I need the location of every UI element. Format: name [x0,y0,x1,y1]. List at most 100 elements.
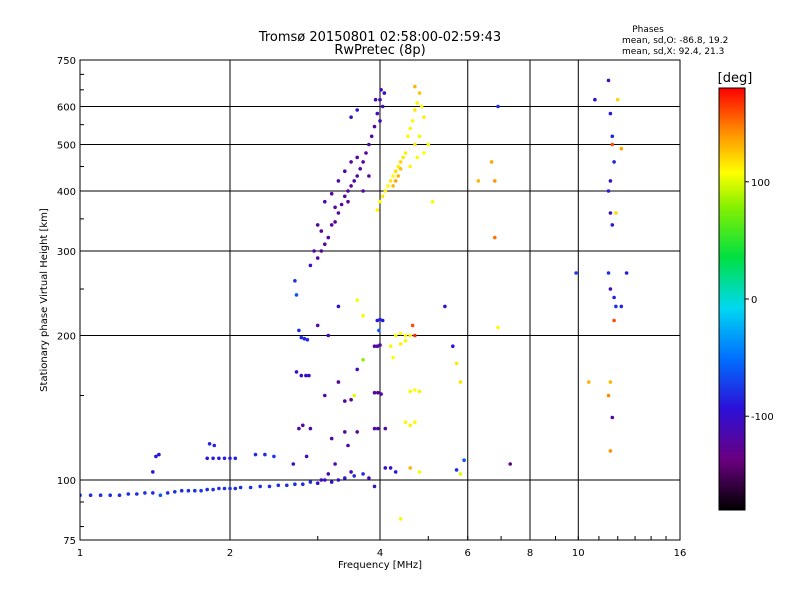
data-point [378,119,382,123]
colorbar-label: [deg] [718,71,753,86]
data-point [349,470,353,474]
data-point [413,84,417,89]
data-point [193,488,197,493]
data-point [614,304,618,309]
data-point [417,91,422,95]
chart-title: Tromsø 20150801 02:58:00-02:59:43 [258,30,501,45]
data-point [373,97,378,102]
data-point [393,169,398,173]
data-point [319,249,324,253]
data-point [454,468,459,472]
data-point [326,235,331,240]
data-point [267,484,272,489]
data-point [388,466,393,470]
data-point [413,388,417,392]
data-point [378,199,382,204]
data-point [355,108,360,112]
data-point [361,160,365,164]
data-point [393,470,398,474]
data-point [263,452,267,457]
data-point [398,342,403,346]
data-point [386,184,390,188]
data-point [294,293,299,297]
data-point [413,142,417,147]
data-point [458,380,463,384]
data-point [307,373,311,378]
data-point [383,189,388,193]
data-point [391,184,395,188]
data-point [496,325,500,330]
data-point [615,97,620,102]
data-point [336,211,341,215]
data-point [610,134,615,139]
data-point [415,155,420,160]
data-point [308,263,313,268]
data-point [369,134,374,139]
data-point [355,430,360,434]
data-point [299,335,304,340]
data-point [610,142,615,147]
data-point [211,456,215,461]
data-point [608,449,613,453]
y-tick-label: 75 [63,536,76,547]
data-point [205,487,209,492]
data-point [199,488,203,493]
data-point [608,179,613,183]
data-point [454,361,459,366]
x-tick-label: 2 [227,548,233,559]
data-point [329,480,334,484]
data-point [379,392,383,396]
data-point [355,174,360,178]
data-point [612,318,616,323]
data-point [606,393,611,398]
data-point [352,474,357,478]
data-point [238,485,243,490]
data-point [614,211,618,215]
data-point [329,436,334,441]
data-point [272,454,276,459]
data-point [403,151,408,155]
data-point [319,229,324,233]
data-point [326,472,331,476]
data-point [372,484,377,489]
data-point [222,486,227,491]
data-point [462,458,466,463]
stats-line-x: mean, sd,X: 92.4, 21.3 [622,47,724,57]
data-point [430,199,435,204]
data-point [323,242,327,246]
colorbar-ticks: 100 0 -100 [745,178,774,423]
data-point [98,493,103,498]
data-point [343,430,347,434]
data-point [315,223,320,227]
y-axis-label: Stationary phase Virtual Height [km] [39,208,50,392]
x-tick-label: 8 [527,548,533,559]
data-point [398,331,403,336]
data-point [376,426,380,431]
data-point [291,462,296,466]
data-point [380,194,385,199]
data-point [336,179,341,183]
data-point [378,317,382,322]
data-point [372,124,377,129]
data-point [173,490,177,494]
colorbar [718,87,746,511]
data-point [612,160,616,164]
data-point [493,179,497,183]
data-point [293,482,297,487]
data-point [606,271,611,275]
data-point [403,339,408,343]
data-point [143,491,147,495]
colorbar-tick-label: 0 [751,295,757,306]
y-tick-label: 750 [57,56,76,67]
data-point [305,337,310,342]
data-point [417,470,422,474]
data-point [293,279,297,283]
data-point [233,456,238,461]
colorbar-tick-label: 100 [751,178,770,189]
data-point [415,101,420,105]
data-point [383,466,388,470]
stats-heading: Phases [632,25,664,35]
data-point [610,223,615,227]
data-point [276,483,281,488]
data-point [333,462,337,466]
